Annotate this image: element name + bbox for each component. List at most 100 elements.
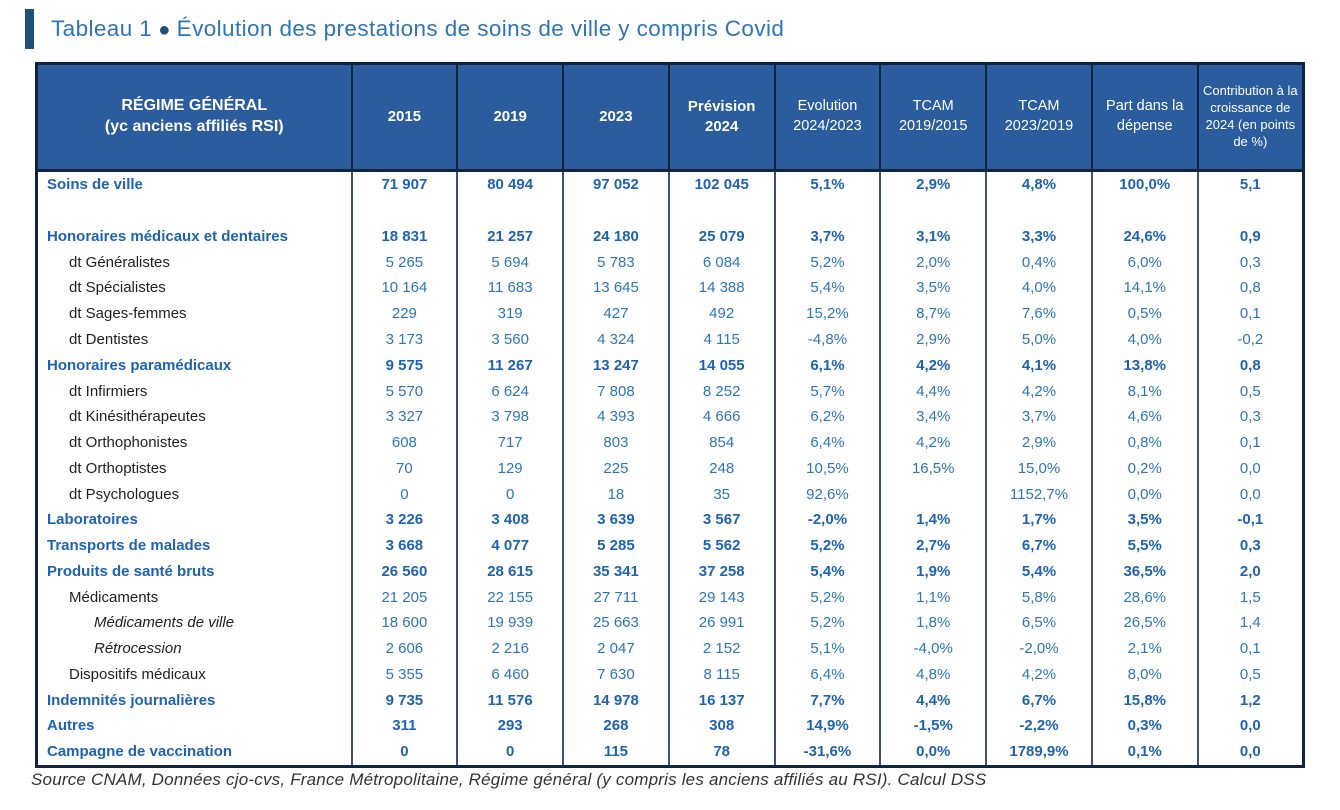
cell-value: 0,1 — [1196, 429, 1304, 456]
cell-value: -2,0% — [985, 635, 1092, 662]
cell-value: 9 735 — [350, 687, 458, 714]
cell-value: 3 327 — [350, 403, 458, 430]
cell-value: 4 077 — [456, 532, 564, 559]
cell-value: 14,1% — [1090, 275, 1198, 301]
cell-value: 71 907 — [350, 170, 458, 198]
cell-value: 3 408 — [456, 506, 564, 533]
table-row — [37, 197, 1304, 224]
cell-value: 13 247 — [562, 352, 669, 379]
cell-value: 0,1% — [1090, 738, 1198, 767]
row-label: Laboratoires — [47, 511, 138, 529]
cell-value: 6 084 — [667, 249, 775, 276]
row-label: Rétrocession — [94, 640, 182, 658]
cell-value: 5,1% — [773, 635, 881, 662]
cell-value: 2,1% — [1090, 635, 1198, 662]
cell-value: 4,4% — [879, 687, 987, 714]
cell-value: 92,6% — [773, 481, 881, 507]
cell-value: 6,2% — [773, 403, 881, 430]
cell-value: 100,0% — [1090, 170, 1198, 198]
row-label: dt Sages-femmes — [69, 305, 187, 323]
row-label: Médicaments de ville — [94, 614, 235, 632]
cell-value: 35 — [667, 481, 775, 507]
cell-value: 4 115 — [667, 326, 775, 353]
cell-value: 26 560 — [350, 558, 458, 585]
table-row: Laboratoires 3 226 3 408 3 639 3 567 -2,0% 1,4… — [37, 506, 1304, 533]
cell-value — [1196, 197, 1304, 224]
cell-value: 0,8 — [1196, 275, 1304, 301]
regime-line1: RÉGIME GÉNÉRAL — [121, 97, 268, 115]
cell-value: 4,8% — [879, 661, 987, 688]
row-label: Produits de santé bruts — [47, 562, 215, 580]
cell-value: 5,1% — [773, 170, 881, 198]
cell-value: 0,1 — [1196, 300, 1304, 327]
cell-value: 248 — [667, 455, 775, 482]
title-main: Évolution des prestations de soins de vi… — [176, 16, 785, 41]
cell-value: 2 216 — [456, 635, 564, 662]
cell-value: 14 388 — [667, 275, 775, 301]
cell-value: 11 267 — [456, 352, 564, 379]
column-header: 2023 — [562, 63, 669, 172]
cell-value: 18 831 — [350, 223, 458, 250]
cell-value: 3 668 — [350, 532, 458, 559]
cell-value: 102 045 — [667, 170, 775, 198]
cell-value: 1789,9% — [985, 738, 1092, 767]
cell-value: 25 663 — [562, 610, 669, 636]
cell-value: 21 205 — [350, 584, 458, 611]
cell-value: 3 567 — [667, 506, 775, 533]
table-row: dt Infirmiers 5 570 6 624 7 808 8 252 5,7% 4,4… — [37, 378, 1304, 404]
cell-value: 3 173 — [350, 326, 458, 353]
cell-value: -1,5% — [879, 713, 987, 739]
cell-value: -2,2% — [985, 713, 1092, 739]
cell-value: 3,7% — [773, 223, 881, 250]
cell-value: 1,1% — [879, 584, 987, 611]
cell-value: 7 630 — [562, 661, 669, 688]
table-row: Médicaments de ville 18 600 19 939 25 663 26… — [37, 610, 1304, 636]
cell-value: 2 152 — [667, 635, 775, 662]
table-row: dt Généralistes 5 265 5 694 5 783 6 084 5,2% 2… — [37, 249, 1304, 276]
cell-value: 5,0% — [985, 326, 1092, 353]
cell-value: 18 — [562, 481, 669, 507]
cell-value: 427 — [562, 300, 669, 327]
row-label: dt Kinésithérapeutes — [69, 408, 206, 426]
cell-value: 8,7% — [879, 300, 987, 327]
cell-value: 9 575 — [350, 352, 458, 379]
cell-value: 492 — [667, 300, 775, 327]
cell-value: 97 052 — [562, 170, 669, 198]
cell-value: 0,3 — [1196, 532, 1304, 559]
row-label: Soins de ville — [47, 176, 143, 194]
cell-value: -0,2 — [1196, 326, 1304, 353]
cell-value: 78 — [667, 738, 775, 767]
cell-value: 24,6% — [1090, 223, 1198, 250]
row-label: dt Dentistes — [69, 330, 149, 348]
column-header: Prévision 2024 — [667, 63, 775, 172]
cell-value: 2,7% — [879, 532, 987, 559]
cell-value: 0,0 — [1196, 713, 1304, 739]
cell-value: 15,0% — [985, 455, 1092, 482]
cell-value: 717 — [456, 429, 564, 456]
table-row: Honoraires médicaux et dentaires 18 831 21… — [37, 223, 1304, 250]
row-label: Indemnités journalières — [47, 691, 216, 709]
cell-value: 10 164 — [350, 275, 458, 301]
cell-value: 6 460 — [456, 661, 564, 688]
cell-value: 2,9% — [879, 326, 987, 353]
row-label: Médicaments — [69, 588, 159, 606]
cell-value: 14,9% — [773, 713, 881, 739]
cell-value: 0,2% — [1090, 455, 1198, 482]
cell-value: 0 — [456, 738, 564, 767]
row-label: Honoraires paramédicaux — [47, 356, 232, 374]
cell-value: 308 — [667, 713, 775, 739]
cell-value: 5,2% — [773, 249, 881, 276]
cell-value: 608 — [350, 429, 458, 456]
cell-value: 0,0% — [1090, 481, 1198, 507]
page-title: Tableau 1 ● Évolution des prestations de s… — [51, 16, 784, 42]
cell-value: 27 711 — [562, 584, 669, 611]
cell-value: 26 991 — [667, 610, 775, 636]
cell-value: 14 055 — [667, 352, 775, 379]
cell-value: 4,2% — [985, 378, 1092, 404]
row-label: dt Orthoptistes — [69, 459, 167, 477]
cell-value: 5,2% — [773, 532, 881, 559]
cell-value: 22 155 — [456, 584, 564, 611]
column-header: Evolution 2024/2023 — [773, 63, 881, 172]
cell-value: 28,6% — [1090, 584, 1198, 611]
cell-value: 268 — [562, 713, 669, 739]
